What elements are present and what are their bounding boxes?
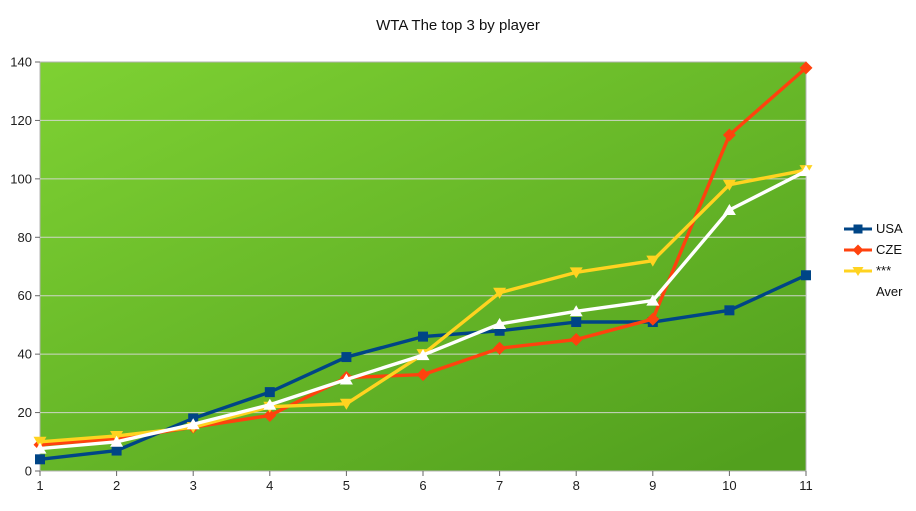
y-tick-label: 0 (25, 464, 32, 479)
y-tick-label: 60 (18, 288, 32, 303)
legend: USA CZE *** Aver (843, 218, 903, 302)
legend-swatch-cze-icon (844, 244, 872, 255)
axes: 0 20 40 60 80 100 120 140 1 2 3 4 5 6 7 8 9 10 11 (10, 55, 812, 494)
x-tick-label: 3 (190, 478, 197, 493)
x-tick-label: 5 (343, 478, 350, 493)
y-tick-label: 140 (10, 55, 32, 70)
legend-label: Aver (876, 284, 903, 299)
legend-swatch-stars-icon (844, 266, 872, 276)
y-tick-label: 80 (18, 230, 32, 245)
series-Aver (33, 165, 813, 454)
x-tick-label: 10 (722, 478, 736, 493)
legend-swatch-aver-icon (844, 286, 872, 296)
legend-item-stars: *** (843, 260, 903, 281)
legend-item-usa: USA (843, 218, 903, 239)
x-tick-label: 4 (266, 478, 273, 493)
legend-label: CZE (876, 242, 902, 257)
legend-label: *** (876, 263, 892, 278)
y-tick-label: 120 (10, 113, 32, 128)
chart-title: WTA The top 3 by player (376, 17, 540, 34)
x-tick-label: 2 (113, 478, 120, 493)
x-tick-label: 8 (573, 478, 580, 493)
legend-item-cze: CZE (843, 239, 903, 260)
x-tick-label: 6 (419, 478, 426, 493)
plot-wall (39, 61, 807, 472)
legend-label: USA (876, 221, 903, 236)
x-tick-label: 1 (36, 478, 43, 493)
x-tick-label: 7 (496, 478, 503, 493)
legend-swatch-usa-icon (844, 224, 872, 233)
y-tick-label: 100 (10, 171, 32, 186)
x-tick-label: 11 (799, 478, 813, 493)
x-tick-label: 9 (649, 478, 656, 493)
y-tick-label: 40 (18, 347, 32, 362)
y-tick-label: 20 (18, 405, 32, 420)
legend-item-aver: Aver (843, 281, 903, 302)
